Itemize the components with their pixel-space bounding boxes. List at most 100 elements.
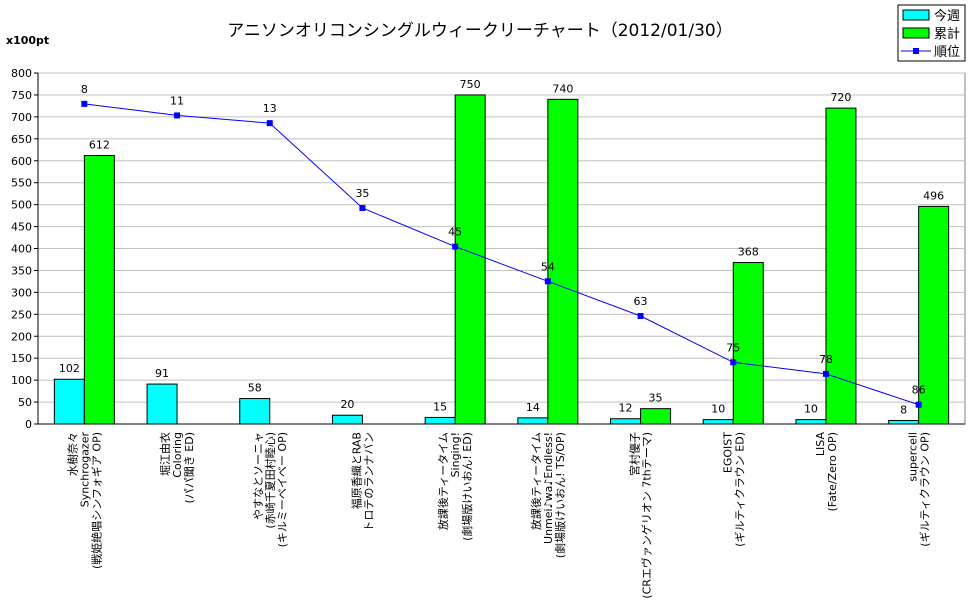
bar [517,417,549,425]
x-tick-label: (劇場版けいおん! ED) [460,432,474,541]
x-tick-label: Synchrogazer [78,432,91,508]
data-label: 102 [59,362,80,375]
y-tick-label: 600 [11,155,32,168]
x-tick-label: (劇場版けいおん! TS/OP) [553,432,567,558]
bar [610,418,642,425]
data-label: 35 [649,392,663,405]
x-tick-label: (ギルティクラウン OP) [919,432,932,547]
bar [825,107,857,425]
x-tick-label: (Fate/Zero OP) [826,432,839,512]
legend-label: 順位 [934,45,960,60]
data-label: 11 [170,94,184,107]
data-label: 496 [923,189,944,202]
data-label: 45 [448,226,462,239]
y-tick-label: 0 [25,418,32,431]
bar [331,414,363,425]
data-label: 54 [541,260,555,273]
x-tick-label: 放課後ティータイム [436,432,450,530]
bar [888,419,920,425]
x-tick-label: (パパ聞き ED) [183,432,196,504]
y-tick-label: 550 [11,177,32,190]
y-tick-label: 650 [11,133,32,146]
line [84,103,919,406]
line-marker [544,278,551,285]
x-tick-label: (キルミーベイベー OP) [276,432,289,547]
bar [146,383,178,425]
bar [795,419,827,425]
x-tick-label: EGOIST [721,432,734,473]
y-tick-label: 200 [11,330,32,343]
legend-swatch [902,9,930,21]
legend-swatch [902,27,930,39]
data-label: 78 [819,353,833,366]
x-tick-label: 水樹奈々 [65,432,79,476]
x-tick-label: Singing! [449,432,462,477]
data-label: 86 [912,384,926,397]
data-label: 91 [155,367,169,380]
data-label: 20 [340,398,354,411]
x-tick-label: LISA [814,432,827,457]
bar [732,262,764,425]
data-label: 10 [804,403,818,416]
data-label: 15 [433,400,447,413]
data-label: 720 [830,91,851,104]
y-tick-label: 300 [11,286,32,299]
y-tick-label: 400 [11,243,32,256]
x-tick-label: Coloring [171,432,184,478]
line-marker [915,401,922,408]
legend-swatch [913,48,919,54]
x-tick-label: 宮村優子 [628,432,642,476]
y-tick-label: 700 [11,111,32,124]
legend-label: 今週 [934,8,960,24]
y-tick-label: 100 [11,374,32,387]
y-tick-label: 750 [11,89,32,102]
data-label: 10 [711,403,725,416]
data-label: 740 [552,82,573,95]
data-label: 368 [738,246,759,259]
data-label: 750 [460,78,481,91]
x-tick-label: 福原香織とRAB [349,432,363,509]
data-label: 612 [89,138,110,151]
y-tick-label: 150 [11,352,32,365]
line-marker [637,313,644,319]
x-tick-label: 放課後ティータイム [529,432,543,530]
data-label: 8 [900,403,907,416]
x-tick-label: 堀江由衣 [158,432,172,476]
x-tick-label: supercell [907,432,920,482]
legend-label: 累計 [934,26,960,42]
line-marker [730,359,737,366]
line-marker [266,120,273,127]
y-axis-label: x100pt [6,34,49,47]
y-tick-label: 450 [11,221,32,234]
x-tick-label: (ギルティクラウン ED) [733,432,746,547]
x-tick-label: トロテのランナバン [362,432,375,532]
line-marker [81,100,88,107]
bar [454,94,486,425]
line-marker [822,370,829,377]
line-marker [174,112,181,119]
data-label: 13 [263,102,277,115]
data-label: 14 [526,401,540,414]
y-tick-label: 250 [11,308,32,321]
bar [640,408,672,425]
bar [239,398,271,425]
y-tick-label: 500 [11,199,32,212]
chart-title: アニソンオリコンシングルウィークリーチャート（2012/01/30） [227,21,732,41]
bar [53,378,85,425]
x-tick-label: やすなとソーニャ [252,432,265,520]
data-label: 12 [619,402,633,415]
bar [547,98,579,425]
x-tick-label: (赤崎千夏田村睦心) [263,432,277,529]
data-label: 58 [248,382,262,395]
data-label: 63 [634,295,648,308]
bar [424,416,456,425]
bar [918,205,950,425]
y-tick-label: 800 [11,67,32,80]
y-tick-label: 350 [11,264,32,277]
data-label: 35 [355,187,369,200]
data-label: 75 [726,341,740,354]
bar [83,154,115,425]
x-tick-label: (戦姫絶唱シンフォギア OP) [89,432,103,569]
